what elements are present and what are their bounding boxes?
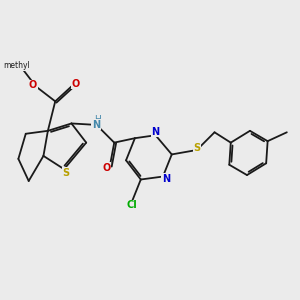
Text: Cl: Cl: [127, 200, 137, 210]
Text: S: S: [62, 168, 69, 178]
Text: S: S: [193, 142, 200, 153]
Text: N: N: [162, 174, 170, 184]
Text: O: O: [29, 80, 37, 90]
Text: H: H: [94, 115, 101, 124]
Text: O: O: [71, 79, 80, 88]
Text: methyl: methyl: [4, 61, 30, 70]
Text: N: N: [92, 120, 100, 130]
Text: O: O: [102, 163, 110, 173]
Text: N: N: [152, 127, 160, 137]
